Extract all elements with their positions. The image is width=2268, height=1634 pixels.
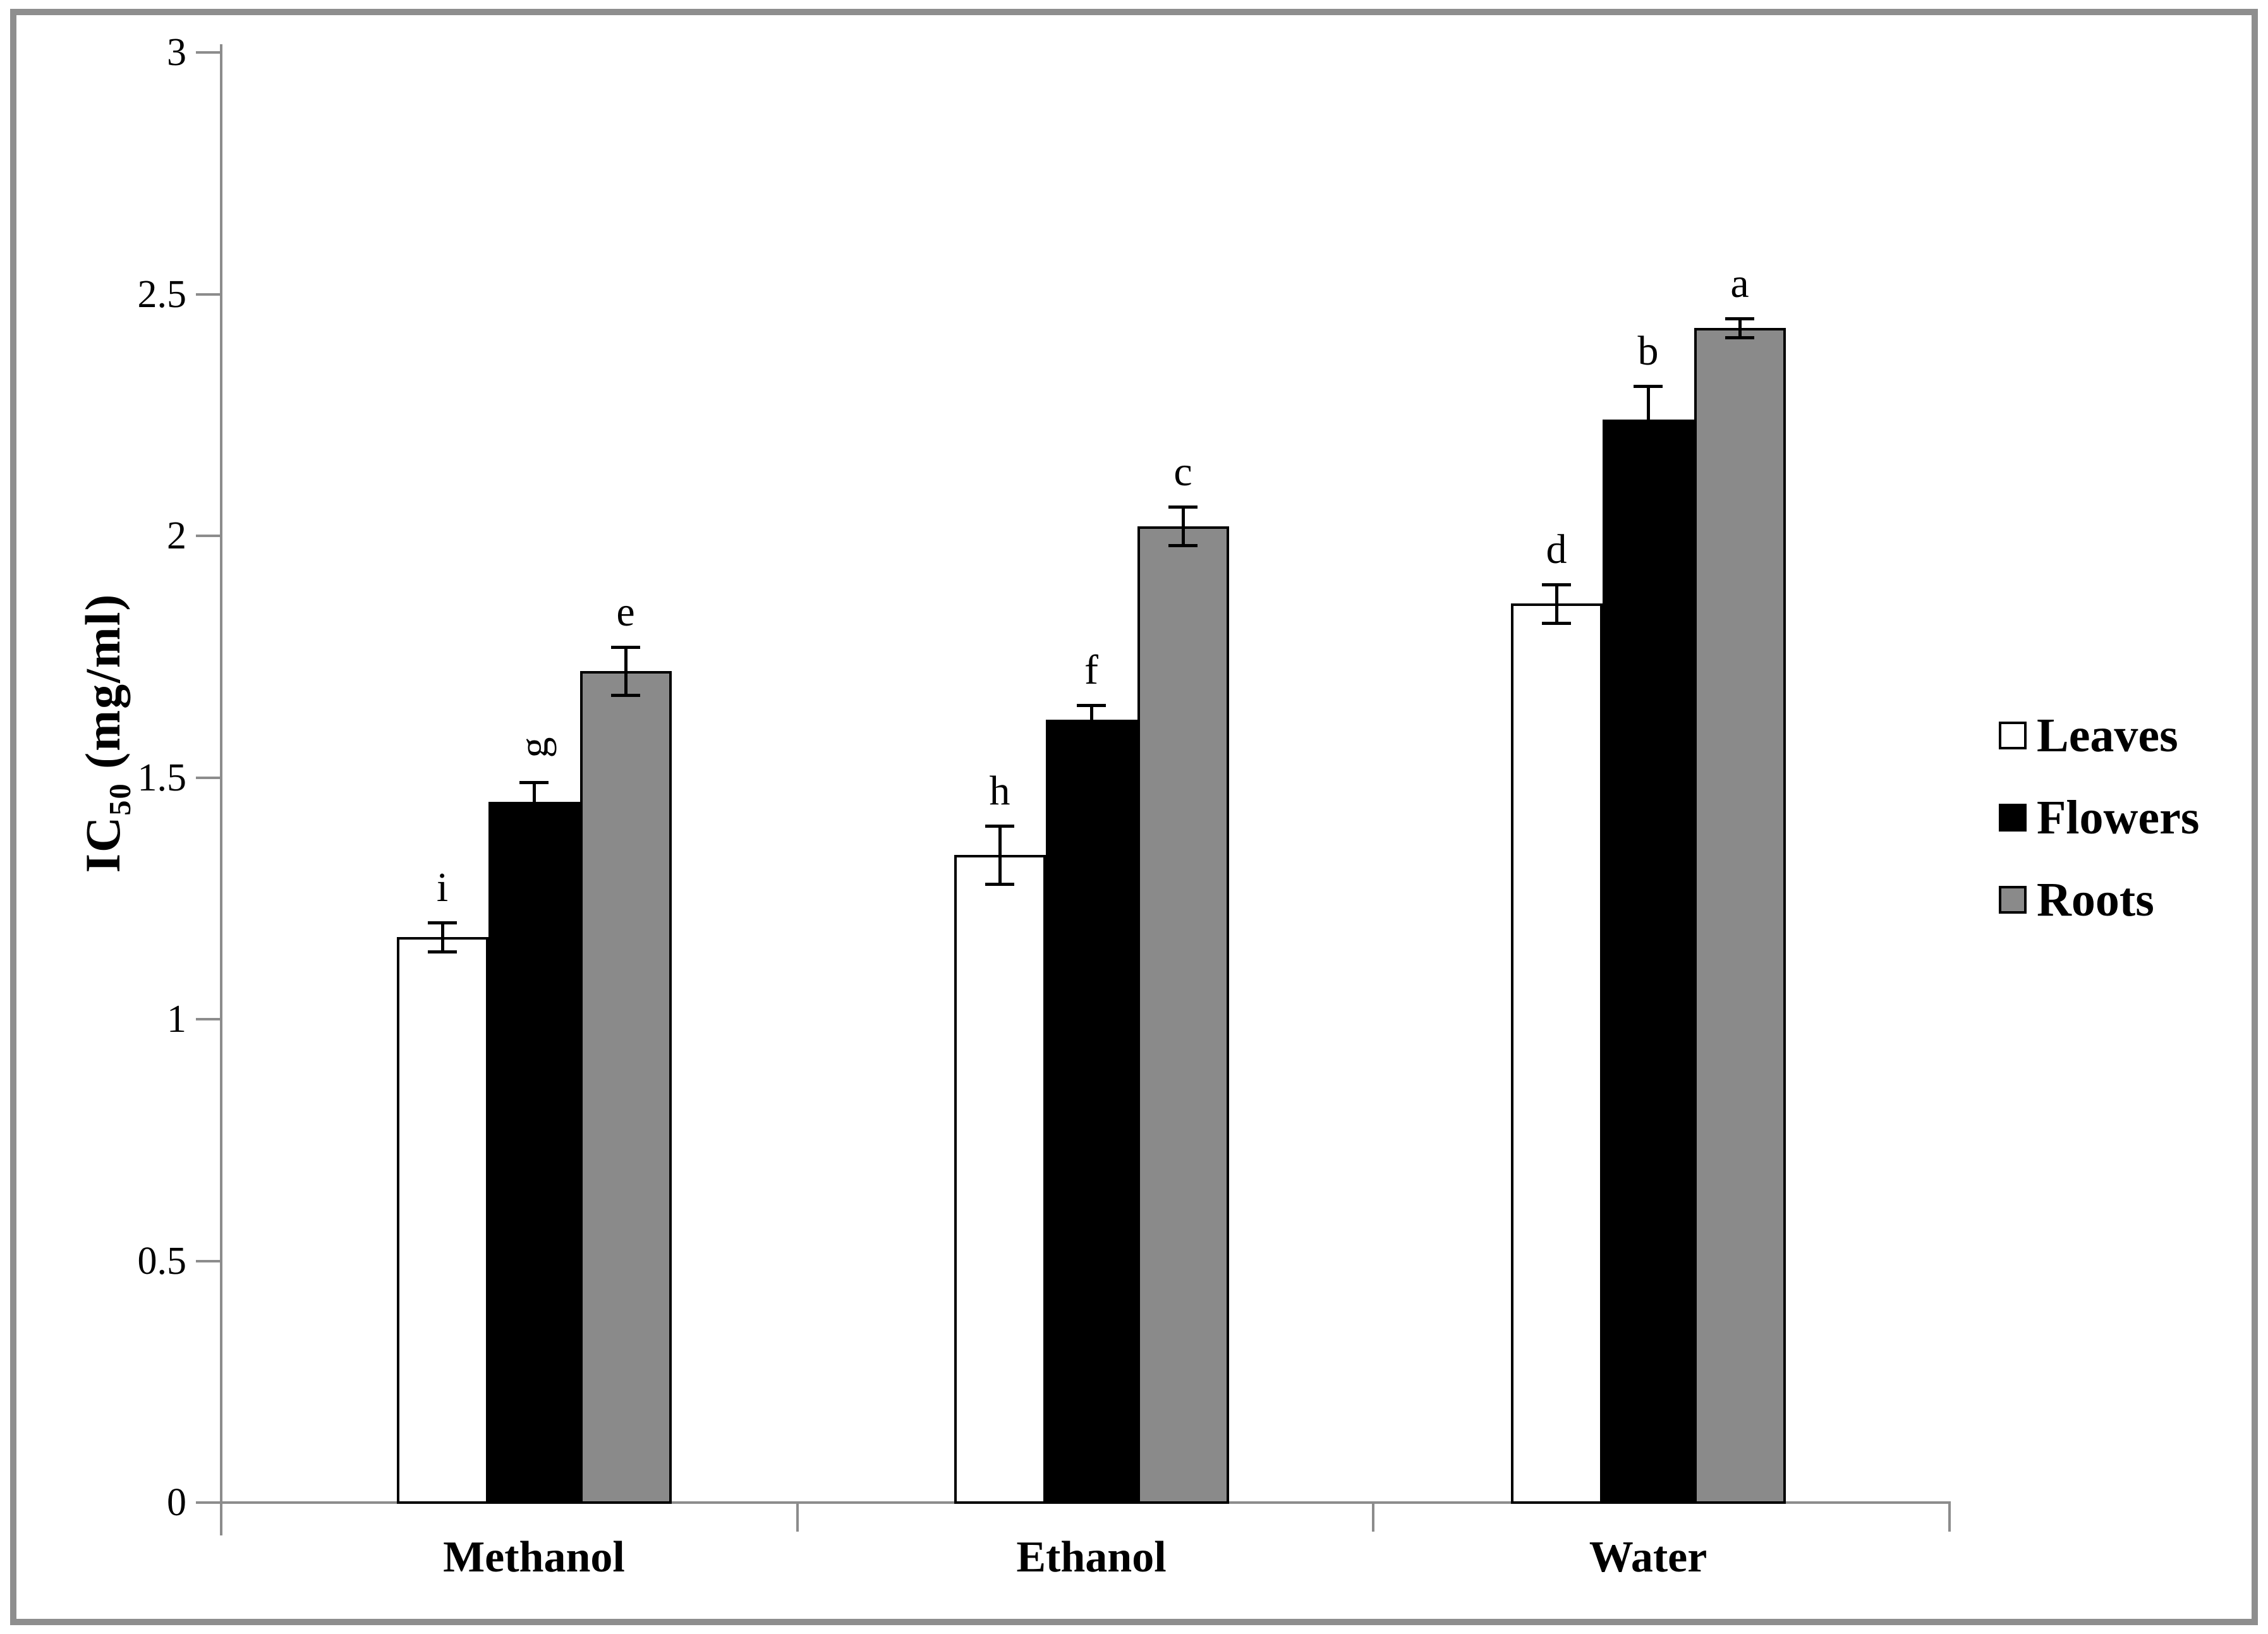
legend-label-flowers: Flowers: [2037, 791, 2200, 844]
y-tick: [196, 776, 221, 779]
bar-ethanol-leaves: [954, 854, 1046, 1504]
error-bar-cap: [611, 645, 640, 649]
error-bar: [998, 826, 1002, 884]
bar-methanol-flowers: [488, 801, 580, 1504]
x-tick: [796, 1503, 799, 1532]
y-tick-label: 2.5: [137, 272, 187, 316]
significance-letter-b: b: [1637, 327, 1659, 374]
error-bar-cap: [1077, 732, 1106, 736]
error-bar-cap: [1168, 505, 1198, 509]
error-bar-cap: [1542, 583, 1571, 586]
error-bar-cap: [428, 950, 457, 953]
x-axis-label-ethanol: Ethanol: [1016, 1533, 1167, 1582]
bar-water-flowers: [1602, 420, 1694, 1504]
legend-label-leaves: Leaves: [2037, 709, 2178, 762]
error-bar-cap: [611, 694, 640, 698]
y-tick: [196, 1259, 221, 1262]
error-bar: [1647, 385, 1650, 454]
y-tick: [196, 1501, 221, 1504]
legend-item-roots: Roots: [1999, 871, 2199, 929]
error-bar: [1182, 507, 1185, 546]
y-tick-label: 1.5: [137, 756, 187, 799]
legend: Leaves Flowers Roots: [1999, 706, 2199, 953]
error-bar-cap: [985, 825, 1014, 828]
error-bar-cap: [428, 921, 457, 924]
y-tick: [196, 51, 221, 54]
legend-item-flowers: Flowers: [1999, 789, 2199, 847]
y-tick-label: 2: [167, 514, 186, 557]
y-axis-title-main: IC: [75, 815, 131, 873]
significance-letter-i: i: [436, 864, 449, 911]
y-tick-label: 1: [167, 998, 186, 1041]
legend-swatch-flowers: [1999, 804, 2027, 832]
error-bar-cap: [1168, 544, 1198, 548]
error-bar-cap: [985, 882, 1014, 886]
significance-letter-f: f: [1084, 646, 1098, 693]
error-bar: [1738, 318, 1742, 338]
significance-letter-c: c: [1173, 449, 1192, 495]
legend-swatch-leaves: [1999, 722, 2027, 749]
significance-letter-a: a: [1730, 260, 1749, 306]
significance-letter-g: g: [511, 737, 557, 758]
y-axis-line: [220, 44, 222, 1535]
error-bar-cap: [1077, 703, 1106, 707]
error-bar-cap: [1542, 621, 1571, 625]
y-tick-label: 0.5: [137, 1239, 187, 1283]
error-bar: [1555, 584, 1558, 623]
y-tick: [196, 293, 221, 296]
legend-label-roots: Roots: [2037, 873, 2154, 926]
error-bar: [441, 923, 444, 952]
error-bar-cap: [1725, 317, 1754, 320]
error-bar-cap: [1725, 336, 1754, 340]
bar-water-leaves: [1510, 603, 1603, 1504]
bar-water-roots: [1694, 328, 1786, 1504]
error-bar-cap: [519, 781, 549, 785]
x-axis-label-water: Water: [1589, 1533, 1707, 1582]
error-bar: [1090, 705, 1093, 734]
bar-ethanol-roots: [1137, 526, 1229, 1504]
error-bar-cap: [1634, 384, 1663, 388]
significance-letter-h: h: [989, 768, 1010, 814]
y-tick-label: 0: [167, 1481, 186, 1524]
y-tick: [196, 1018, 221, 1020]
y-tick: [196, 535, 221, 537]
x-tick: [1372, 1503, 1375, 1532]
x-axis-label-methanol: Methanol: [443, 1533, 625, 1582]
error-bar-cap: [1634, 452, 1663, 456]
bar-methanol-leaves: [396, 936, 488, 1504]
bar-methanol-roots: [579, 671, 672, 1504]
error-bar: [533, 782, 536, 821]
legend-swatch-roots: [1999, 886, 2027, 914]
y-tick-label: 3: [167, 31, 186, 74]
y-axis-title: IC50 (mg/ml): [75, 593, 138, 873]
x-tick: [1948, 1503, 1951, 1532]
significance-letter-d: d: [1546, 526, 1567, 572]
y-axis-title-units: (mg/ml): [75, 593, 131, 783]
legend-item-leaves: Leaves: [1999, 706, 2199, 765]
error-bar-cap: [519, 820, 549, 823]
error-bar: [624, 646, 628, 696]
significance-letter-e: e: [616, 588, 635, 635]
bar-ethanol-flowers: [1045, 719, 1137, 1504]
